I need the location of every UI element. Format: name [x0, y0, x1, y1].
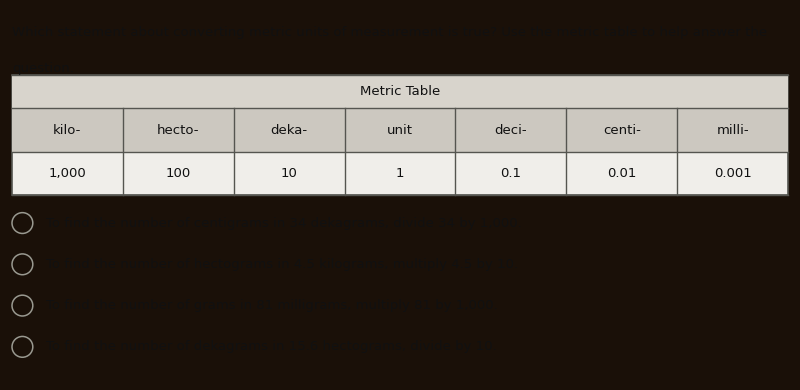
Text: Metric Table: Metric Table — [360, 85, 440, 98]
Text: 100: 100 — [166, 167, 191, 180]
Bar — [12, 75, 788, 195]
Text: centi-: centi- — [602, 124, 641, 136]
Text: deci-: deci- — [494, 124, 527, 136]
Text: 0.01: 0.01 — [607, 167, 637, 180]
Text: question.: question. — [12, 62, 74, 75]
Text: 1,000: 1,000 — [49, 167, 86, 180]
Text: unit: unit — [387, 124, 413, 136]
Text: hecto-: hecto- — [157, 124, 199, 136]
Text: To find the number of centigrams in 34 dekagrams, divide 34 by 1,000.: To find the number of centigrams in 34 d… — [46, 216, 522, 230]
Text: deka-: deka- — [270, 124, 308, 136]
Bar — [12, 108, 788, 152]
Text: Which statement about converting metric units of measurement is true? Use the me: Which statement about converting metric … — [12, 26, 767, 39]
Text: 0.1: 0.1 — [500, 167, 522, 180]
Text: To find the number of dekagrams in 15.6 hectograms, divide by 10.: To find the number of dekagrams in 15.6 … — [46, 340, 497, 353]
Text: 10: 10 — [281, 167, 298, 180]
Bar — [12, 75, 788, 108]
Text: kilo-: kilo- — [54, 124, 82, 136]
Text: To find the number of hectograms in 4.5 kilograms, multiply 4.5 by 10.: To find the number of hectograms in 4.5 … — [46, 258, 518, 271]
Text: To find the number of grams in 81 milligrams, multiply 81 by 1,000.: To find the number of grams in 81 millig… — [46, 299, 498, 312]
Text: 0.001: 0.001 — [714, 167, 751, 180]
Text: milli-: milli- — [716, 124, 749, 136]
Text: 1: 1 — [396, 167, 404, 180]
